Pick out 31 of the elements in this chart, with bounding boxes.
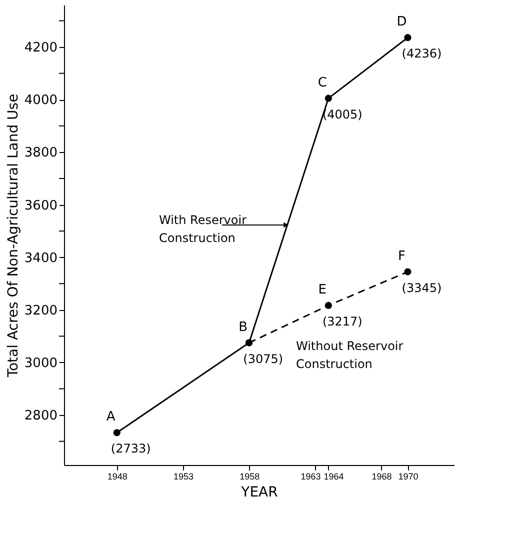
x-tick-label: 1970 xyxy=(398,472,418,482)
y-tick-label: 4200 xyxy=(24,40,58,56)
x-tick-label: 1948 xyxy=(107,472,128,482)
data-label: (4005) xyxy=(322,107,362,122)
x-tick-label: 1963 xyxy=(300,472,321,482)
data-label: (3075) xyxy=(243,352,284,366)
x-tick-label: 1968 xyxy=(372,472,392,482)
annotation: D xyxy=(396,14,407,30)
annotation: C xyxy=(318,75,327,90)
y-tick-label: 3200 xyxy=(24,303,58,318)
data-label: (2733) xyxy=(110,442,151,456)
x-tick-label: 1953 xyxy=(173,472,194,482)
x-tick-label: 1958 xyxy=(240,472,260,482)
y-tick-label: 3600 xyxy=(24,198,58,214)
text: With Reservoir Construction xyxy=(159,213,247,245)
y-tick-label: 3000 xyxy=(24,356,58,371)
annotation: B xyxy=(238,320,248,335)
y-tick-label: 3400 xyxy=(24,250,58,266)
x-tick-label: 1964 xyxy=(324,472,344,482)
annotation: A xyxy=(106,410,116,425)
x-axis-title: YEAR xyxy=(240,484,278,500)
y-tick-label: 4000 xyxy=(24,93,58,108)
annotation: F xyxy=(398,248,406,264)
y-tick-label: 3800 xyxy=(24,146,58,161)
y-tick-label: 2800 xyxy=(24,408,58,424)
annotation: E xyxy=(318,282,327,298)
data-label: (4236) xyxy=(402,46,442,61)
series-label: Without Reservoir Construction xyxy=(296,339,404,371)
data-label: (3217) xyxy=(322,314,362,328)
y-axis-title: Total Acres Of Non-Agricultural Land Use xyxy=(5,94,22,378)
data-label: (3345) xyxy=(402,280,442,295)
